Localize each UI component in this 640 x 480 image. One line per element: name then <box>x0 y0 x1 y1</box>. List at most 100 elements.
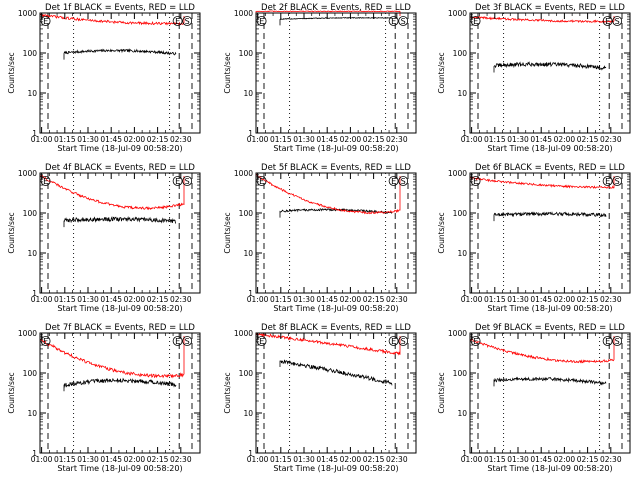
y-tick-label: 1000 <box>448 9 467 18</box>
plot-frame <box>39 12 201 134</box>
x-tick-label: 01:00 <box>461 135 483 144</box>
x-tick-label: 02:15 <box>147 455 169 464</box>
y-tick-label: 10 <box>457 409 467 418</box>
marker-label: E <box>473 17 478 26</box>
x-tick-label: 01:45 <box>316 135 338 144</box>
marker-circle <box>182 16 193 26</box>
marker-circle <box>172 336 183 346</box>
marker-label: S <box>185 177 190 186</box>
marker-label: E <box>175 337 180 346</box>
plot-frame <box>255 12 417 134</box>
x-tick-label: 02:15 <box>147 295 169 304</box>
y-tick-label: 10 <box>27 249 37 258</box>
marker-label: S <box>185 337 190 346</box>
x-tick-label: 01:15 <box>54 135 76 144</box>
panel-title: Det 2f BLACK = Events, RED = LLD <box>261 3 411 13</box>
y-tick-label: 1 <box>248 129 253 138</box>
detector-panel-6: Det 6f BLACK = Events, RED = LLD 1 10 100 10… <box>437 163 631 313</box>
y-tick-label: 1 <box>32 289 37 298</box>
marker-label: S <box>401 337 406 346</box>
y-tick-label: 10 <box>243 89 253 98</box>
lld-series-line <box>255 173 401 215</box>
marker-circle <box>398 16 409 26</box>
x-tick-label: 02:00 <box>554 295 576 304</box>
x-tick-label: 01:00 <box>31 455 53 464</box>
x-tick-label: 01:45 <box>100 455 122 464</box>
marker-circle <box>602 16 613 26</box>
x-tick-label: 02:15 <box>147 135 169 144</box>
y-tick-label: 10 <box>27 89 37 98</box>
x-tick-label: 01:00 <box>461 295 483 304</box>
marker-circle <box>388 336 399 346</box>
y-tick-label: 1000 <box>18 9 37 18</box>
events-series-line <box>63 48 177 60</box>
x-tick-label: 01:00 <box>31 295 53 304</box>
plot-frame <box>469 332 631 454</box>
x-tick-label: 01:15 <box>484 135 506 144</box>
y-tick-label: 10 <box>457 249 467 258</box>
x-tick-label: 02:00 <box>340 455 362 464</box>
y-axis-label: Counts/sec <box>7 52 16 93</box>
x-tick-label: 01:30 <box>77 135 99 144</box>
y-axis-label: Counts/sec <box>223 372 232 413</box>
y-tick-label: 1 <box>248 449 253 458</box>
x-tick-label: 02:30 <box>170 295 192 304</box>
marker-label: E <box>259 177 264 186</box>
events-series-line <box>279 16 393 26</box>
x-tick-label: 02:00 <box>340 135 362 144</box>
events-series-line <box>493 376 607 387</box>
plot-frame <box>255 172 417 294</box>
events-series-line <box>493 61 607 73</box>
x-tick-label: 01:30 <box>77 455 99 464</box>
x-tick-label: 01:00 <box>461 455 483 464</box>
y-tick-label: 1 <box>462 289 467 298</box>
x-tick-label: 01:45 <box>530 135 552 144</box>
y-tick-label: 100 <box>23 49 38 58</box>
marker-label: E <box>259 17 264 26</box>
x-tick-label: 01:45 <box>100 135 122 144</box>
y-tick-label: 1 <box>462 129 467 138</box>
x-tick-label: 01:45 <box>100 295 122 304</box>
x-tick-label: 01:45 <box>316 455 338 464</box>
x-tick-label: 01:30 <box>507 135 529 144</box>
marker-label: E <box>43 177 48 186</box>
panel-title: Det 1f BLACK = Events, RED = LLD <box>45 3 195 13</box>
lld-series-line <box>39 174 185 211</box>
events-series-line <box>493 211 607 222</box>
x-axis-label: Start Time (18-Jul-09 00:58:20) <box>273 464 398 473</box>
y-tick-label: 10 <box>243 249 253 258</box>
x-axis-label: Start Time (18-Jul-09 00:58:20) <box>273 144 398 153</box>
x-tick-label: 01:15 <box>270 135 292 144</box>
x-tick-label: 02:00 <box>124 295 146 304</box>
y-tick-label: 100 <box>453 49 468 58</box>
marker-circle <box>172 16 183 26</box>
lld-series-line <box>469 174 615 189</box>
y-tick-label: 1 <box>32 129 37 138</box>
x-tick-label: 01:30 <box>507 295 529 304</box>
x-tick-label: 01:00 <box>31 135 53 144</box>
x-tick-label: 01:15 <box>270 295 292 304</box>
lld-series-line <box>255 10 401 16</box>
marker-label: E <box>473 177 478 186</box>
marker-label: E <box>391 337 396 346</box>
detector-panel-4: Det 4f BLACK = Events, RED = LLD 1 10 100 10… <box>7 163 201 313</box>
marker-circle <box>470 16 481 26</box>
events-series-line <box>63 377 177 392</box>
x-tick-label: 01:00 <box>247 295 269 304</box>
marker-circle <box>40 176 51 186</box>
marker-label: E <box>605 177 610 186</box>
x-tick-label: 01:30 <box>293 295 315 304</box>
plot-frame <box>255 332 417 454</box>
marker-label: E <box>391 177 396 186</box>
x-tick-label: 01:15 <box>484 295 506 304</box>
x-tick-label: 01:15 <box>484 455 506 464</box>
y-tick-label: 1 <box>462 449 467 458</box>
x-tick-label: 02:30 <box>600 295 622 304</box>
x-tick-label: 01:00 <box>247 455 269 464</box>
x-tick-label: 01:45 <box>530 455 552 464</box>
y-tick-label: 100 <box>453 369 468 378</box>
marker-label: S <box>401 17 406 26</box>
marker-label: E <box>175 17 180 26</box>
panel-title: Det 4f BLACK = Events, RED = LLD <box>45 163 195 173</box>
